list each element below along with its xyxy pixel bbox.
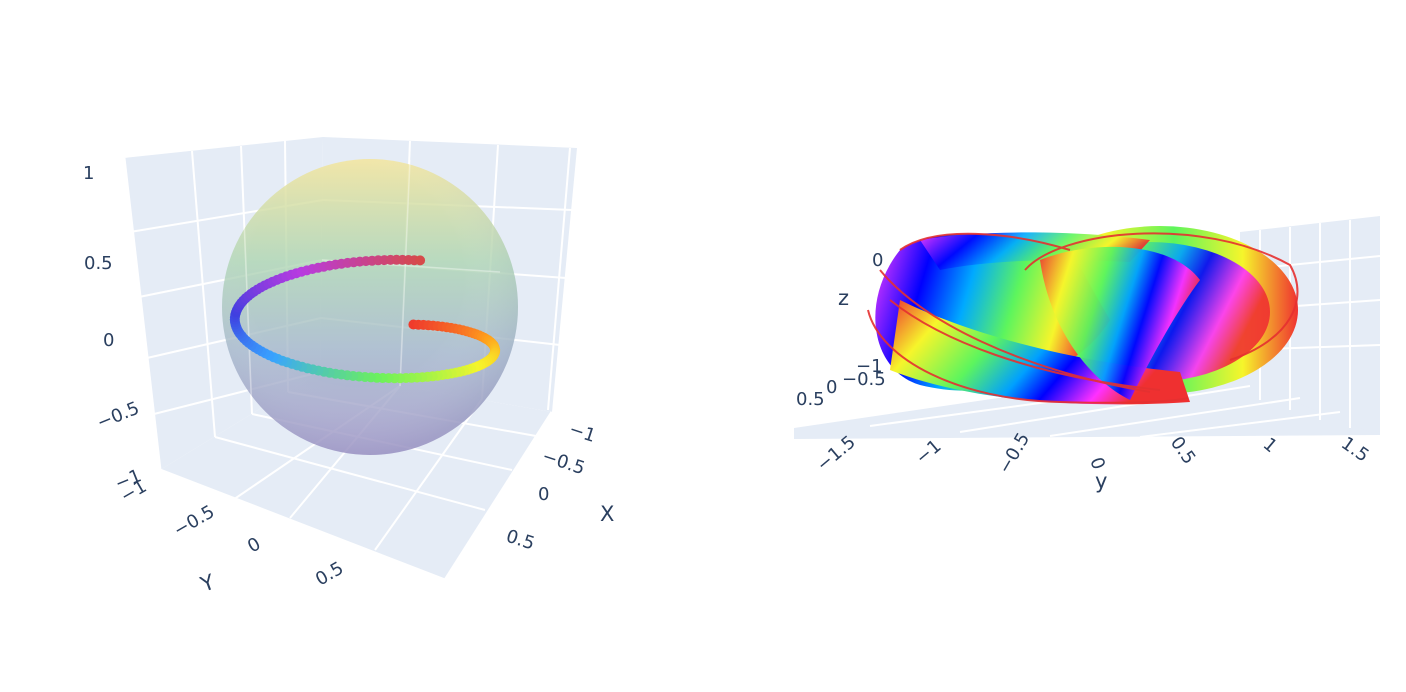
right-z-axis-title: z bbox=[838, 286, 849, 310]
left-x-tick: 0.5 bbox=[503, 526, 537, 555]
left-z-tick: 0 bbox=[103, 330, 114, 351]
left-x-tick: −0.5 bbox=[539, 446, 587, 479]
right-y-tick: −1 bbox=[912, 436, 946, 469]
helix-trace[interactable] bbox=[229, 254, 501, 384]
right-y-tick: 1.5 bbox=[1337, 433, 1373, 467]
right-z-tick: 0 bbox=[872, 250, 883, 271]
left-y-tick: −0.5 bbox=[170, 501, 218, 541]
left-y-tick: 0.5 bbox=[312, 558, 347, 591]
right-y-axis-title: y bbox=[1095, 469, 1107, 493]
twisted-ribbon-surface[interactable] bbox=[867, 226, 1299, 405]
left-edges bbox=[122, 157, 554, 582]
sphere-shading bbox=[222, 159, 518, 455]
left-z-tick: −0.5 bbox=[94, 398, 142, 434]
left-y-tick: 0 bbox=[244, 533, 264, 557]
helix-point[interactable] bbox=[415, 255, 426, 266]
scene-right[interactable]: 0 z 0.5 0 −0.5 −1 −1.5 −1 −0.5 0 0.5 1 1… bbox=[793, 216, 1381, 493]
left-y-axis-title: Y bbox=[197, 570, 218, 597]
left-z-tick: 1 bbox=[83, 163, 94, 184]
right-x-tick: −0.5 bbox=[842, 369, 886, 390]
left-x-axis-title: X bbox=[600, 502, 614, 526]
left-z-tick: 0.5 bbox=[84, 253, 113, 274]
right-x-tick: 0.5 bbox=[796, 389, 825, 410]
right-x-tick: 0 bbox=[826, 377, 837, 398]
left-x-tick: 0 bbox=[538, 484, 549, 505]
right-x-tick: −1 bbox=[856, 356, 883, 377]
left-x-tick: −1 bbox=[566, 419, 598, 447]
scene-left[interactable]: 1 0.5 0 −0.5 −1 −1 −0.5 0 0.5 Y −1 −0.5 … bbox=[83, 137, 614, 597]
